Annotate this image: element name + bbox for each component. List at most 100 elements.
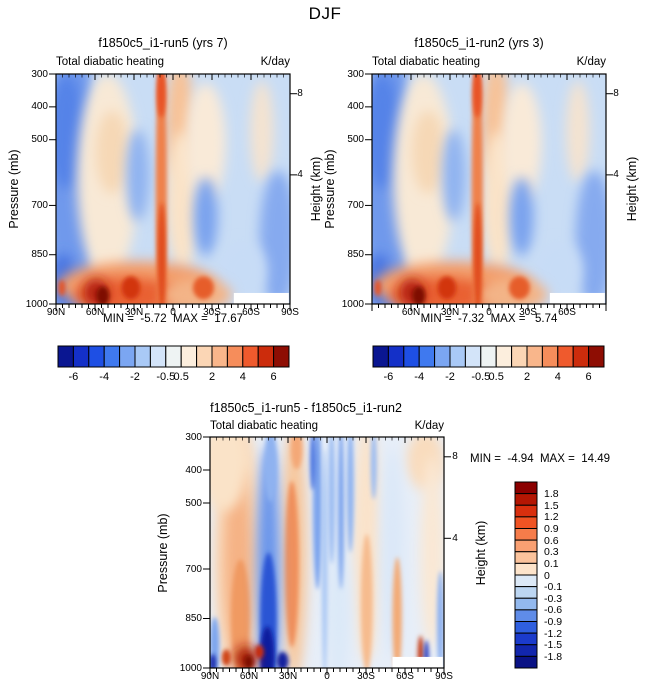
minmax-text: MIN = -4.94 MAX = 14.49: [470, 453, 610, 465]
panel-units-label: K/day: [576, 56, 606, 68]
latitude-tick-label: 90N: [200, 671, 220, 682]
latitude-tick-label: 30S: [519, 307, 537, 318]
colorbar-tick-label: 0.6: [544, 534, 559, 547]
colorbar-tick-label: -0.6: [544, 604, 563, 617]
latitude-tick-label: 60N: [85, 307, 105, 318]
panel-subtitle-left: Total diabatic heating: [210, 420, 319, 432]
latitude-tick-label: 30N: [278, 671, 298, 682]
contour-field: [372, 74, 606, 304]
colorbar-tick-label: -6: [383, 371, 394, 383]
colorbar-tick-label: -1.5: [544, 639, 563, 652]
pressure-axis-title: Pressure (mb): [7, 149, 21, 229]
colorbar-tick-label: -1.2: [544, 627, 563, 640]
colorbar-tick-label: 0: [544, 569, 550, 582]
minmax-text: MIN = -5.72 MAX = 17.67: [103, 313, 243, 325]
contour-field: [210, 437, 444, 668]
latitude-tick-label: 90S: [281, 307, 299, 318]
plot-area: [365, 73, 613, 311]
latitude-tick-label: 90S: [435, 671, 453, 682]
height-tick-label: 4: [452, 532, 458, 544]
latitude-tick-label: 90N: [46, 307, 66, 318]
panel-title: f1850c5_i1-run5 (yrs 7): [98, 36, 228, 50]
latitude-tick-label: 60S: [242, 307, 260, 318]
colorbar-tick-label: -6: [68, 371, 79, 383]
pressure-tick-label: 300: [185, 431, 202, 443]
height-axis-title: Height (km): [474, 520, 488, 585]
colorbar-tick-label: 6: [270, 371, 277, 383]
colorbar-tick-label: 0.5: [173, 371, 189, 383]
pressure-tick-label: 500: [347, 134, 364, 146]
latitude-tick-label: 60N: [239, 671, 259, 682]
colorbar-tick-label: 0.5: [488, 371, 504, 383]
pressure-tick-label: 300: [31, 68, 48, 80]
pressure-tick-label: 1000: [179, 662, 202, 674]
colorbar-tick-label: -0.3: [544, 592, 563, 605]
pressure-tick-label: 500: [31, 134, 48, 146]
panel-subtitle-left: Total diabatic heating: [56, 56, 165, 68]
pressure-axis-title: Pressure (mb): [323, 149, 337, 229]
colorbar-tick-label: -4: [99, 371, 110, 383]
colorbar-tick-label: 0.1: [544, 557, 559, 570]
colorbar-tick-label: -0.9: [544, 616, 563, 628]
colorbar-tick-label: 2: [208, 371, 216, 383]
pressure-tick-label: 400: [31, 101, 48, 113]
minmax-text: MIN = -7.32 MAX = 5.74: [420, 313, 558, 325]
plot-area: [49, 73, 297, 311]
axis-ticks: [365, 73, 613, 311]
pressure-tick-label: 1000: [25, 298, 48, 310]
colorbar-tick-label: 1.8: [544, 488, 559, 501]
height-tick-label: 8: [297, 88, 303, 100]
plot-area: [203, 436, 451, 675]
panel-subtitle-left: Total diabatic heating: [372, 56, 481, 68]
pressure-tick-label: 400: [347, 101, 364, 113]
height-tick-label: 4: [613, 169, 619, 181]
colorbar: [57, 345, 290, 368]
colorbar-tick-label: -4: [414, 371, 425, 383]
colorbar-tick-label: 4: [554, 371, 561, 383]
latitude-tick-label: 0: [170, 307, 176, 318]
pressure-axis-title: Pressure (mb): [156, 512, 170, 593]
axis-ticks: [49, 73, 297, 311]
colorbar-tick-label: 0.9: [544, 523, 559, 535]
pressure-tick-label: 700: [31, 199, 48, 211]
latitude-tick-label: 60S: [558, 307, 576, 318]
contour-field: [56, 74, 290, 304]
pressure-tick-label: 850: [31, 249, 48, 261]
colorbar-tick-label: -2: [445, 371, 455, 383]
colorbar-tick-label: 6: [585, 371, 592, 383]
plot-frame: [55, 73, 291, 305]
height-axis-title: Height (km): [625, 156, 639, 222]
pressure-tick-label: 400: [185, 464, 202, 476]
pressure-tick-label: 700: [347, 199, 364, 211]
plot-frame: [371, 73, 607, 305]
axis-ticks: [203, 436, 451, 675]
pressure-tick-label: 1000: [341, 298, 364, 310]
figure-suptitle: DJF: [308, 4, 342, 23]
height-tick-label: 4: [297, 169, 303, 181]
panel-units-label: K/day: [414, 420, 444, 432]
pressure-tick-label: 500: [185, 497, 202, 509]
colorbar: [372, 345, 605, 368]
latitude-tick-label: 30S: [203, 307, 221, 318]
latitude-tick-label: 0: [486, 307, 492, 318]
colorbar-tick-label: -0.1: [544, 581, 563, 594]
latitude-tick-label: 60N: [401, 307, 421, 318]
colorbar-tick-label: 0.3: [544, 546, 559, 559]
pressure-tick-label: 700: [185, 563, 202, 575]
latitude-tick-label: 30S: [357, 671, 375, 682]
colorbar-tick-label: 1.2: [544, 511, 559, 524]
colorbar-tick-label: 2: [523, 371, 531, 383]
height-tick-label: 8: [613, 88, 619, 100]
plot-frame: [209, 436, 445, 669]
latitude-tick-label: 60S: [396, 671, 414, 682]
pressure-tick-label: 850: [347, 249, 364, 261]
panel-title: f1850c5_i1-run5 - f1850c5_i1-run2: [210, 401, 402, 415]
height-axis-title: Height (km): [309, 156, 323, 222]
colorbar-tick-label: -2: [130, 371, 140, 383]
pressure-tick-label: 850: [185, 613, 202, 624]
colorbar-tick-label: -0.5: [156, 371, 176, 383]
